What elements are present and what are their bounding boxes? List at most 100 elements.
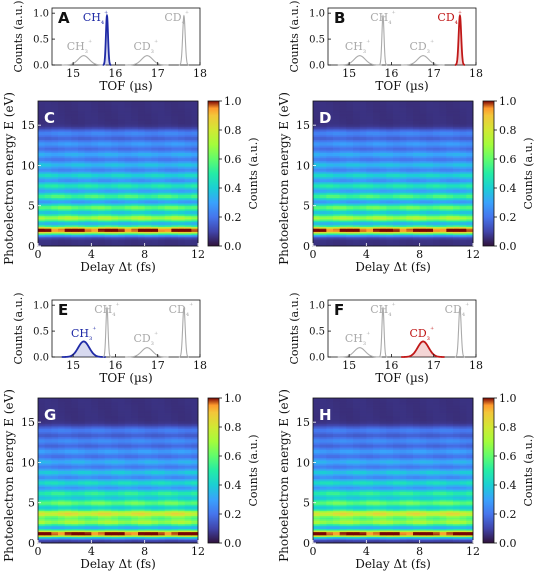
heatmap-cell — [406, 212, 414, 215]
heatmap-cell — [58, 113, 66, 116]
heatmap-cell — [64, 163, 72, 166]
heatmap-cell — [426, 115, 434, 118]
heatmap-cell — [118, 126, 126, 129]
heatmap-cell — [406, 210, 414, 213]
heatmap-cell — [184, 218, 192, 221]
heatmap-cell — [78, 176, 86, 179]
heatmap-cell — [453, 204, 461, 207]
heatmap-cell — [399, 112, 407, 115]
heatmap-cell — [118, 534, 126, 537]
heatmap-cell — [98, 186, 106, 189]
heatmap-cell — [326, 155, 334, 158]
heatmap-cell — [466, 168, 474, 171]
heatmap-cell — [158, 136, 166, 139]
heatmap-cell — [164, 136, 172, 139]
heatmap-cell — [466, 184, 474, 187]
heatmap-cell — [386, 168, 394, 171]
heatmap-cell — [426, 183, 434, 186]
heatmap-cell — [124, 217, 132, 220]
heatmap-cell — [191, 110, 199, 113]
heatmap-cell — [419, 123, 427, 126]
heatmap-cell — [386, 136, 394, 139]
heatmap-cell — [466, 117, 474, 120]
heatmap-cell — [138, 210, 146, 213]
heatmap-cell — [346, 121, 354, 124]
heatmap-cell — [386, 194, 394, 197]
heatmap-cell — [64, 236, 72, 239]
heatmap-cell — [144, 179, 152, 182]
heatmap-cell — [111, 178, 119, 181]
heatmap-cell — [124, 223, 132, 226]
heatmap-cell — [346, 236, 354, 239]
heatmap-cell — [38, 188, 46, 191]
heatmap-cell — [84, 142, 92, 145]
heatmap-cell — [51, 514, 59, 517]
heatmap-cell — [426, 199, 434, 202]
heatmap-cell — [71, 173, 79, 176]
heatmap-cell — [51, 197, 59, 200]
heatmap-cell — [58, 142, 66, 145]
heatmap-cell — [91, 530, 99, 533]
heatmap-cell — [319, 178, 327, 181]
heatmap-cell — [184, 149, 192, 152]
heatmap-cell — [118, 241, 126, 244]
heatmap-cell — [51, 144, 59, 147]
heatmap-cell — [366, 236, 374, 239]
heatmap-cell — [191, 510, 199, 513]
heatmap-cell — [51, 139, 59, 142]
heatmap-cell — [64, 105, 72, 108]
heatmap-cell — [386, 104, 394, 107]
heatmap-cell — [131, 157, 139, 160]
heatmap-cell — [71, 207, 79, 210]
heatmap-cell — [333, 112, 341, 115]
heatmap-cell — [144, 533, 152, 536]
heatmap-cell — [339, 229, 347, 232]
heatmap-cell — [138, 110, 146, 113]
heatmap-cell — [124, 200, 132, 203]
heatmap-cell — [104, 244, 112, 247]
heatmap-cell — [138, 179, 146, 182]
heatmap-cell — [419, 168, 427, 171]
heatmap-cell — [453, 126, 461, 129]
heatmap-cell — [191, 236, 199, 239]
heatmap-cell — [144, 102, 152, 105]
heatmap-cell — [313, 236, 321, 239]
heatmap-cell — [379, 199, 387, 202]
heatmap-cell — [78, 541, 86, 544]
heatmap-cell — [78, 213, 86, 216]
heatmap-cell — [466, 194, 474, 197]
heatmap-cell — [339, 109, 347, 112]
heatmap-cell — [346, 184, 354, 187]
heatmap-cell — [466, 186, 474, 189]
heatmap-cell — [379, 105, 387, 108]
heatmap-cell — [426, 150, 434, 153]
heatmap-cell — [91, 147, 99, 150]
heatmap-cell — [191, 210, 199, 213]
y-axis-label: Counts (a.u.) — [288, 1, 301, 73]
heatmap-cell — [419, 150, 427, 153]
heatmap-cell — [131, 131, 139, 134]
heatmap-cell — [386, 212, 394, 215]
heatmap-cell — [124, 176, 132, 179]
heatmap-cell — [433, 117, 441, 120]
heatmap-cell — [373, 121, 381, 124]
heatmap-cell — [366, 109, 374, 112]
heatmap-cell — [98, 210, 106, 213]
heatmap-cell — [118, 226, 126, 229]
heatmap-cell — [158, 150, 166, 153]
heatmap-cell — [333, 102, 341, 105]
heatmap-cell — [44, 244, 52, 247]
heatmap-cell — [144, 146, 152, 149]
heatmap-cell — [433, 105, 441, 108]
heatmap-cell — [91, 139, 99, 142]
heatmap-cell — [353, 196, 361, 199]
heatmap-cell — [91, 223, 99, 226]
heatmap-cell — [319, 208, 327, 211]
heatmap-cell — [379, 212, 387, 215]
heatmap-cell — [71, 192, 79, 195]
heatmap-cell — [91, 152, 99, 155]
heatmap-cell — [171, 163, 179, 166]
heatmap-cell — [359, 244, 367, 247]
heatmap-cell — [406, 189, 414, 192]
heatmap-cell — [151, 189, 159, 192]
